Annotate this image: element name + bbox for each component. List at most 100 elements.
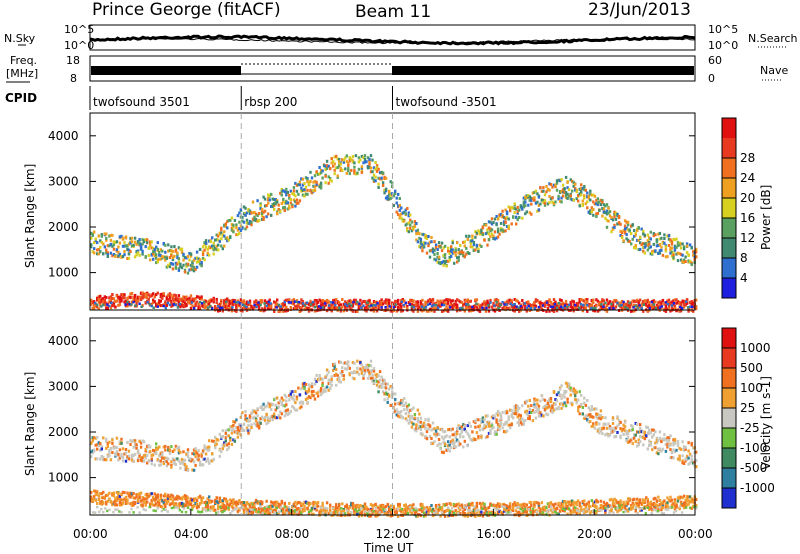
heatmap-cell <box>572 303 575 307</box>
heatmap-cell <box>198 248 202 251</box>
heatmap-cell <box>602 504 606 508</box>
heatmap-cell <box>469 239 472 243</box>
heatmap-cell <box>357 307 361 311</box>
heatmap-cell <box>587 210 590 214</box>
heatmap-cell <box>558 190 562 193</box>
heatmap-cell <box>389 196 392 200</box>
heatmap-cell <box>652 501 655 505</box>
heatmap-cell <box>652 242 655 246</box>
heatmap-cell <box>194 497 197 501</box>
y-tick-label: 4000 <box>48 129 79 143</box>
heatmap-cell <box>410 511 414 515</box>
heatmap-cell <box>223 497 226 501</box>
heatmap-cell <box>648 300 651 304</box>
heatmap-cell <box>525 503 528 507</box>
heatmap-cell <box>442 309 445 313</box>
heatmap-cell <box>124 499 128 503</box>
heatmap-cell <box>502 509 506 513</box>
heatmap-cell <box>623 227 627 231</box>
heatmap-cell <box>267 303 270 307</box>
heatmap-cell <box>474 230 477 234</box>
heatmap-cell <box>516 299 519 303</box>
heatmap-cell <box>153 248 156 252</box>
heatmap-cell <box>533 198 536 202</box>
heatmap-cell <box>313 188 317 192</box>
heatmap-cell <box>195 300 199 304</box>
heatmap-cell <box>132 298 135 302</box>
heatmap-cell <box>121 501 125 505</box>
heatmap-cell <box>121 455 125 459</box>
heatmap-cell <box>404 301 407 305</box>
heatmap-cell <box>605 307 609 311</box>
heatmap-cell <box>129 495 132 498</box>
heatmap-cell <box>286 201 289 205</box>
heatmap-cell <box>481 514 485 518</box>
heatmap-cell <box>136 295 140 299</box>
heatmap-cell <box>118 252 122 256</box>
heatmap-cell <box>563 304 567 307</box>
heatmap-cell <box>412 304 415 308</box>
heatmap-cell <box>133 502 137 505</box>
heatmap-cell <box>586 298 589 302</box>
heatmap-cell <box>202 300 206 304</box>
heatmap-cell <box>360 170 364 174</box>
heatmap-cell <box>599 300 603 304</box>
heatmap-cell <box>208 302 211 306</box>
heatmap-cell <box>407 230 410 234</box>
heatmap-cell <box>404 503 407 507</box>
heatmap-cell <box>672 237 675 241</box>
heatmap-cell <box>129 241 132 245</box>
heatmap-cell <box>646 305 649 308</box>
heatmap-cell <box>623 230 627 234</box>
heatmap-cell <box>167 293 170 297</box>
heatmap-cell <box>318 511 321 515</box>
heatmap-cell <box>549 501 553 505</box>
heatmap-cell <box>574 188 577 192</box>
heatmap-cell <box>165 295 168 299</box>
heatmap-cell <box>543 203 547 207</box>
heatmap-cell <box>684 303 687 307</box>
heatmap-cell <box>220 509 223 513</box>
heatmap-cell <box>170 502 173 506</box>
heatmap-cell <box>124 448 128 451</box>
heatmap-cell <box>637 499 640 503</box>
heatmap-cell <box>267 511 270 515</box>
heatmap-cell <box>558 179 562 183</box>
heatmap-cell <box>254 498 258 502</box>
heatmap-cell <box>201 463 205 467</box>
heatmap-cell <box>620 506 624 510</box>
heatmap-cell <box>185 503 188 507</box>
heatmap-cell <box>144 301 147 305</box>
heatmap-cell <box>509 298 512 302</box>
heatmap-cell <box>285 199 288 203</box>
heatmap-cell <box>363 300 367 304</box>
heatmap-cell <box>112 297 116 301</box>
heatmap-cell <box>542 200 545 204</box>
heatmap-cell <box>338 507 341 511</box>
heatmap-cell <box>315 502 318 505</box>
heatmap-cell <box>682 494 686 498</box>
heatmap-cell <box>124 244 128 248</box>
heatmap-cell <box>673 245 677 249</box>
heatmap-cell <box>174 444 178 448</box>
heatmap-cell <box>443 261 447 265</box>
heatmap-cell <box>105 437 108 441</box>
heatmap-cell <box>471 237 474 241</box>
heatmap-cell <box>304 185 308 189</box>
heatmap-cell <box>171 295 175 299</box>
heatmap-cell <box>232 502 235 506</box>
heatmap-cell <box>448 250 451 254</box>
heatmap-cell <box>657 301 660 305</box>
heatmap-cell <box>663 241 666 245</box>
heatmap-cell <box>459 511 462 515</box>
heatmap-cell <box>533 190 536 194</box>
heatmap-cell <box>335 298 338 302</box>
heatmap-cell <box>409 507 412 511</box>
heatmap-cell <box>392 305 395 309</box>
heatmap-cell <box>316 300 320 304</box>
heatmap-cell <box>194 256 197 260</box>
heatmap-cell <box>191 458 194 462</box>
heatmap-cell <box>280 507 283 511</box>
heatmap-cell <box>90 495 93 499</box>
heatmap-cell <box>347 167 350 171</box>
